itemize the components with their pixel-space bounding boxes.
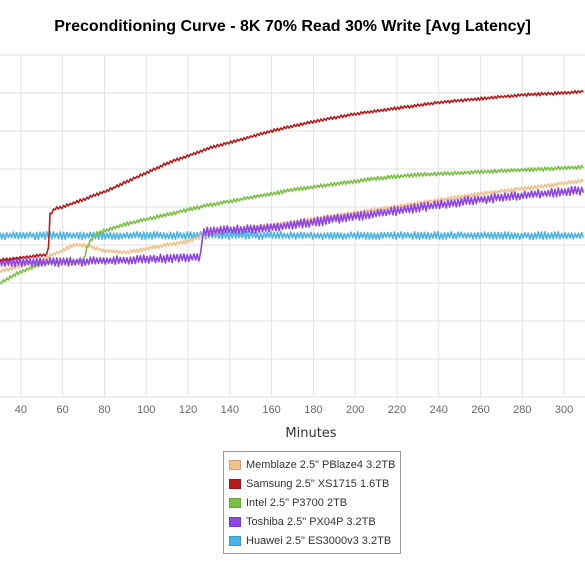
x-tick-label: 300 [555,404,573,416]
x-tick-label: 240 [430,404,448,416]
legend-label: Intel 2.5" P3700 2TB [246,496,348,509]
legend-item[interactable]: Intel 2.5" P3700 2TB [229,493,400,512]
x-tick-label: 40 [15,404,27,416]
x-tick-label: 100 [137,404,155,416]
series-lines [0,89,585,285]
x-tick-label: 260 [471,404,489,416]
legend-item[interactable]: Samsung 2.5" XS1715 1.6TB [229,474,400,493]
legend-label: Huawei 2.5" ES3000v3 3.2TB [246,534,392,547]
legend-label: Memblaze 2.5" PBlaze4 3.2TB [246,458,396,471]
grid-lines [0,54,585,398]
series-line-1 [0,89,584,262]
x-tick-label: 80 [98,404,110,416]
legend-item[interactable]: Huawei 2.5" ES3000v3 3.2TB [229,531,400,550]
x-tick-label: 160 [262,404,280,416]
x-tick-label: 280 [513,404,531,416]
x-tick-label: 60 [57,404,69,416]
legend-swatch [229,535,241,546]
legend-swatch [229,497,241,508]
x-tick-labels: 40 60 80 100 120 140 160 180 200 220 240 260 280 300 [15,404,574,416]
series-line-2 [0,164,584,285]
x-axis-title: Minutes [285,426,336,441]
x-tick-label: 180 [304,404,322,416]
chart-title: Preconditioning Curve - 8K 70% Read 30% … [54,18,531,35]
series-line-4 [0,230,585,241]
x-tick-label: 120 [179,404,197,416]
series-line-3 [0,185,585,268]
x-tick-label: 140 [221,404,239,416]
legend-label: Toshiba 2.5" PX04P 3.2TB [246,515,376,528]
legend-item[interactable]: Toshiba 2.5" PX04P 3.2TB [229,512,400,531]
legend-swatch [229,478,241,489]
legend: Memblaze 2.5" PBlaze4 3.2TB Samsung 2.5" … [223,451,401,554]
legend-item[interactable]: Memblaze 2.5" PBlaze4 3.2TB [229,455,400,474]
legend-swatch [229,459,241,470]
x-tick-label: 200 [346,404,364,416]
legend-swatch [229,516,241,527]
x-tick-label: 220 [388,404,406,416]
legend-label: Samsung 2.5" XS1715 1.6TB [246,477,390,490]
